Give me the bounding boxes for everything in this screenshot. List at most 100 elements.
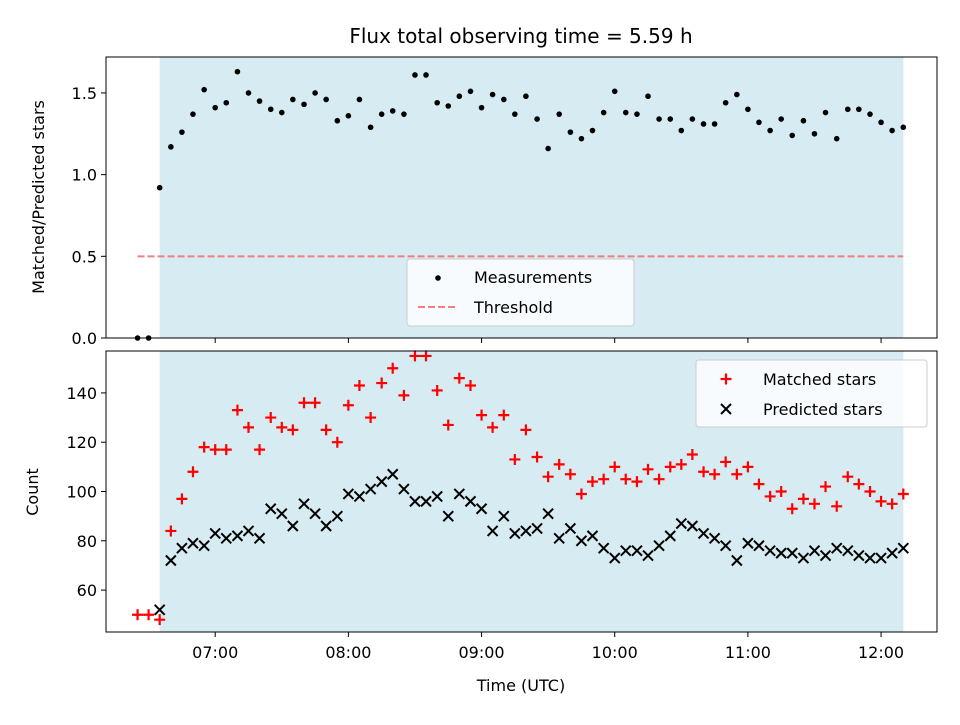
measurement-point (856, 106, 862, 113)
predicted-star-point (642, 549, 654, 562)
matched-star-point (509, 453, 521, 465)
matched-star-point (342, 399, 354, 411)
matched-star-point (598, 473, 610, 485)
top-ytick-label: 1.5 (72, 84, 97, 103)
predicted-star-point (531, 522, 543, 535)
measurement-point (700, 121, 707, 127)
predicted-star-point (731, 554, 743, 567)
bottom-ytick-label: 80 (77, 532, 97, 551)
legend-measurements-label: Measurements (474, 268, 592, 287)
predicted-star-point (597, 542, 610, 554)
matched-star-point (287, 424, 299, 436)
predicted-star-point (209, 527, 221, 540)
predicted-star-point (298, 498, 310, 510)
matched-star-point (254, 444, 266, 456)
predicted-star-point (420, 495, 432, 508)
matched-star-point (154, 614, 166, 626)
measurement-point (512, 111, 518, 117)
measurement-point (889, 127, 895, 134)
top-legend: Measurements Threshold (406, 258, 635, 327)
measurement-point (822, 109, 829, 116)
measurement-point (412, 72, 418, 78)
measurement-point (689, 116, 696, 122)
measurement-point (389, 108, 396, 114)
predicted-star-point (609, 552, 621, 564)
legend-threshold-label: Threshold (473, 298, 553, 317)
measurement-point (168, 144, 174, 150)
measurement-point (312, 90, 318, 96)
measurement-point (212, 104, 219, 111)
matched-star-point (864, 486, 876, 497)
xtick-label: 12:00 (858, 643, 904, 662)
predicted-star-point (464, 495, 477, 508)
measurement-point (500, 96, 507, 103)
matched-star-point (831, 500, 843, 512)
predicted-star-point (542, 507, 554, 520)
xtick-label: 08:00 (325, 643, 371, 662)
matched-star-point (553, 458, 565, 470)
predicted-star-point (453, 488, 466, 500)
matched-star-point (664, 461, 676, 473)
matched-star-point (476, 409, 488, 421)
predicted-star-point (387, 468, 399, 480)
matched-star-point (409, 350, 421, 362)
predicted-star-point (875, 552, 887, 564)
predicted-star-point (886, 547, 898, 559)
measurement-point (223, 99, 230, 106)
matched-star-point (786, 503, 798, 515)
matched-star-point (731, 468, 743, 480)
xtick-label: 09:00 (458, 643, 504, 662)
matched-star-point (720, 456, 732, 468)
legend-predicted-label: Predicted stars (763, 400, 883, 419)
predicted-star-point (753, 540, 765, 552)
xtick-label: 10:00 (592, 643, 638, 662)
matched-star-point (653, 473, 665, 485)
matched-star-point (775, 486, 787, 497)
predicted-star-point (797, 552, 810, 564)
matched-star-point (487, 421, 499, 433)
predicted-star-point (231, 530, 244, 542)
measurement-point (356, 96, 363, 103)
matched-star-point (231, 404, 243, 416)
measurement-point (201, 86, 207, 93)
matched-star-point (209, 444, 221, 456)
predicted-star-point (775, 547, 787, 559)
predicted-star-point (486, 525, 499, 537)
predicted-star-point (498, 510, 510, 522)
matched-star-point (609, 461, 621, 473)
legend-predicted-marker (720, 403, 732, 415)
matched-star-point (542, 471, 554, 483)
matched-star-point (642, 463, 654, 475)
predicted-star-point (697, 527, 710, 540)
predicted-star-point (653, 540, 665, 552)
predicted-star-point (786, 547, 798, 559)
matched-star-point (453, 372, 465, 384)
measurement-point (467, 88, 474, 95)
matched-star-point (442, 419, 454, 431)
measurement-point (900, 124, 907, 131)
matched-star-point (875, 495, 887, 507)
matched-star-point (165, 525, 177, 537)
matched-star-point (365, 412, 377, 424)
measurement-point (722, 99, 729, 106)
matched-star-point (797, 493, 809, 505)
predicted-star-point (564, 522, 577, 535)
measurement-point (656, 116, 662, 122)
legend-matched-label: Matched stars (763, 370, 876, 389)
matched-star-point (242, 421, 254, 433)
top-plot-area: 0.0 0.5 1.0 1.5 Measurements Threshold (72, 56, 938, 348)
predicted-star-point (431, 490, 443, 503)
measurement-point (256, 98, 263, 104)
measurement-point (445, 103, 452, 109)
predicted-star-point (442, 510, 454, 522)
measurement-point (323, 96, 329, 103)
measurement-point (190, 111, 196, 117)
measurement-point (367, 124, 374, 131)
measurement-point (745, 106, 751, 113)
predicted-star-point (664, 530, 676, 542)
predicted-star-point (153, 604, 166, 616)
measurement-point (456, 93, 463, 100)
measurement-point (156, 184, 163, 191)
matched-star-point (498, 409, 510, 421)
